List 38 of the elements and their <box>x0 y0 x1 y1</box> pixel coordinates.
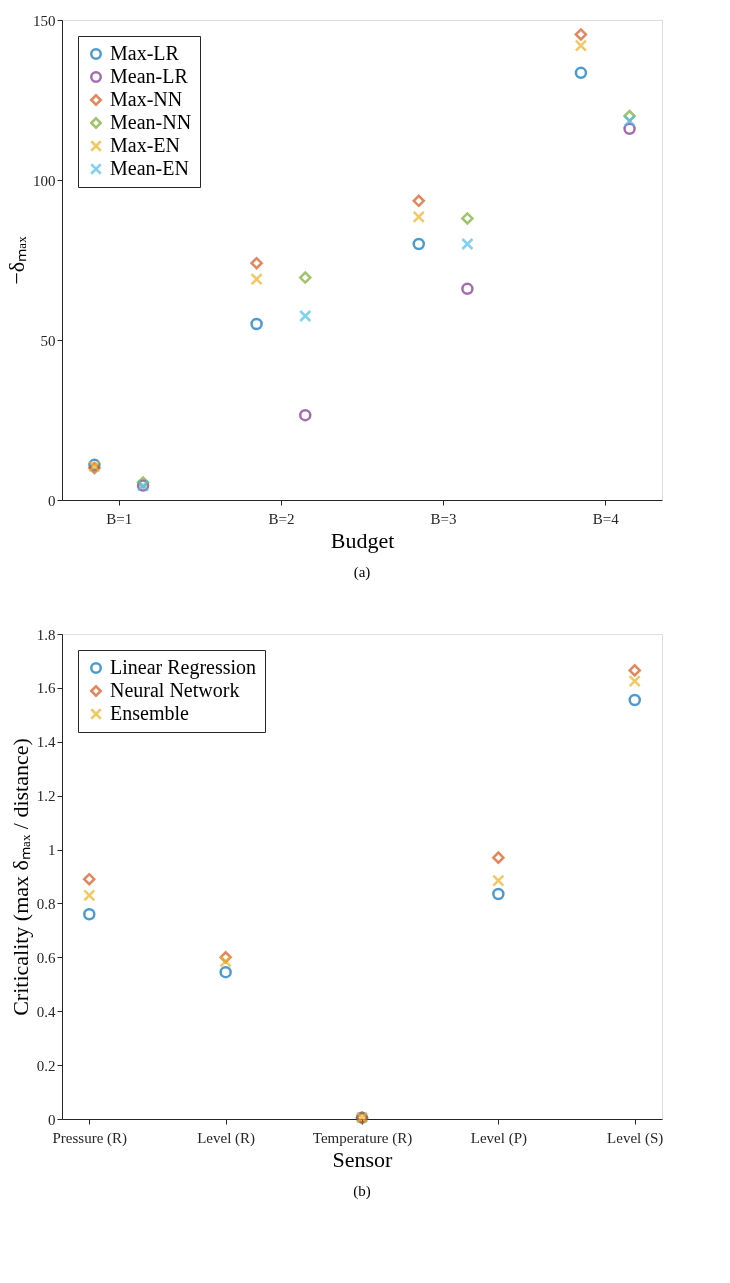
legend-label: Linear Regression <box>110 656 257 679</box>
y-tick-label: 0 <box>48 492 56 509</box>
y-tick-label: 1 <box>48 842 56 859</box>
text: (b) <box>353 1183 371 1200</box>
legend-label: Max-EN <box>110 134 180 156</box>
x-axis-title: Sensor <box>332 1146 394 1172</box>
x-tick-label: Level (P) <box>470 1129 527 1147</box>
x-tick-label: Temperature (R) <box>312 1129 413 1147</box>
legend-label: Mean-EN <box>110 157 189 179</box>
y-tick-label: 0.2 <box>36 1057 56 1074</box>
x-tick-label: Pressure (R) <box>52 1129 128 1147</box>
y-tick-label: 1.8 <box>36 626 56 643</box>
y-tick-label: 0.8 <box>36 895 56 912</box>
x-tick-label: B=4 <box>592 510 620 527</box>
x-tick-label: Level (R) <box>197 1129 256 1147</box>
y-tick-label: 0.4 <box>36 1003 56 1020</box>
x-tick-label: B=1 <box>106 510 133 527</box>
x-tick-label: B=2 <box>268 510 295 527</box>
y-tick-label: 0 <box>48 1111 56 1128</box>
y-tick-label: 100 <box>33 172 56 189</box>
legend-label: Ensemble <box>110 702 189 724</box>
legend-label: Neural Network <box>110 679 240 701</box>
legend-label: Mean-NN <box>110 111 192 133</box>
y-tick-label: 1.2 <box>36 788 56 805</box>
y-axis-title: Criticality (max δₘₐₓ / distance) <box>7 738 33 1016</box>
y-axis-title: −δₘₐₓ <box>4 235 29 285</box>
x-axis-title: Budget <box>330 527 395 553</box>
y-tick-label: 1.4 <box>36 734 56 751</box>
y-tick-label: 0.6 <box>36 949 56 966</box>
legend-label: Max-NN <box>110 88 183 110</box>
y-tick-label: 150 <box>33 12 56 29</box>
text: (a) <box>353 564 371 581</box>
x-tick-label: B=3 <box>430 510 457 527</box>
y-tick-label: 1.6 <box>36 680 56 697</box>
y-tick-label: 50 <box>40 332 56 349</box>
legend-label: Max-LR <box>110 42 180 64</box>
x-tick-label: Level (S) <box>607 1129 664 1147</box>
legend-label: Mean-LR <box>110 65 189 87</box>
